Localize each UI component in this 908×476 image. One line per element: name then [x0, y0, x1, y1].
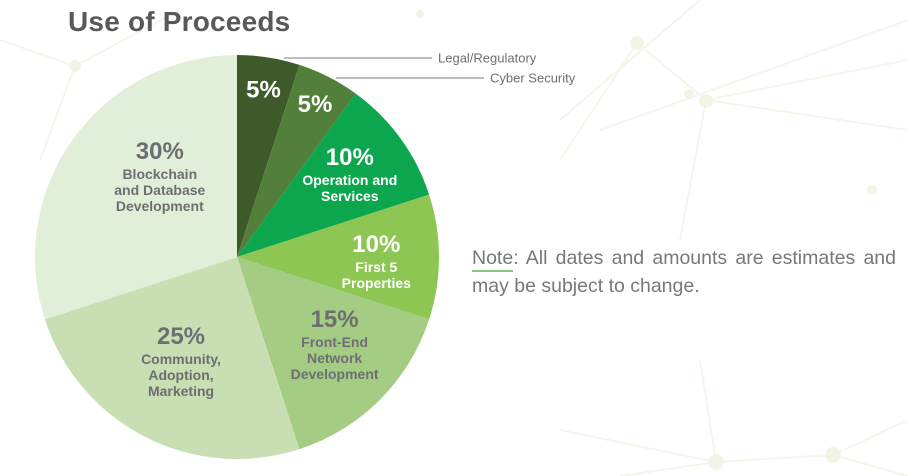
pie-slice-label-cyber-security: 5% [298, 91, 333, 118]
callout-label-cyber-security: Cyber Security [490, 71, 576, 86]
pie-slice-label-blockchain-and-database-development: 30% Blockchain and Database Development [114, 138, 205, 214]
pie-slice-first-5-properties [237, 194, 439, 320]
callout-label-legal-regulatory: Legal/Regulatory [438, 51, 537, 66]
pie-slice-label-first-5-properties: 10% First 5 Properties [342, 231, 411, 291]
note-separator: : [513, 247, 526, 269]
pie-slice-label-front-end-network-development: 15% Front-End Network Development [291, 306, 379, 382]
pie-slice-operation-and-services [237, 93, 430, 257]
pie-slice-label-legal-regulatory: 5% [246, 76, 281, 103]
pie-slice-cyber-security [237, 64, 356, 257]
pie-slice-community-adoption-marketing [44, 257, 300, 459]
pie-slice-legal-regulatory [237, 55, 300, 257]
note-body: All dates and amounts are estimates and … [472, 247, 897, 297]
note-label: Note [472, 247, 514, 272]
page-title: Use of Proceeds [68, 6, 291, 37]
pie-slice-label-community-adoption-marketing: 25% Community, Adoption, Marketing [141, 323, 221, 399]
pie-slice-label-operation-and-services: 10% Operation and Services [302, 144, 397, 204]
note-text: Note: All dates and amounts are estimate… [472, 244, 896, 300]
pie-slice-blockchain-and-database-development [35, 55, 237, 320]
pie-slice-front-end-network-development [237, 257, 430, 450]
